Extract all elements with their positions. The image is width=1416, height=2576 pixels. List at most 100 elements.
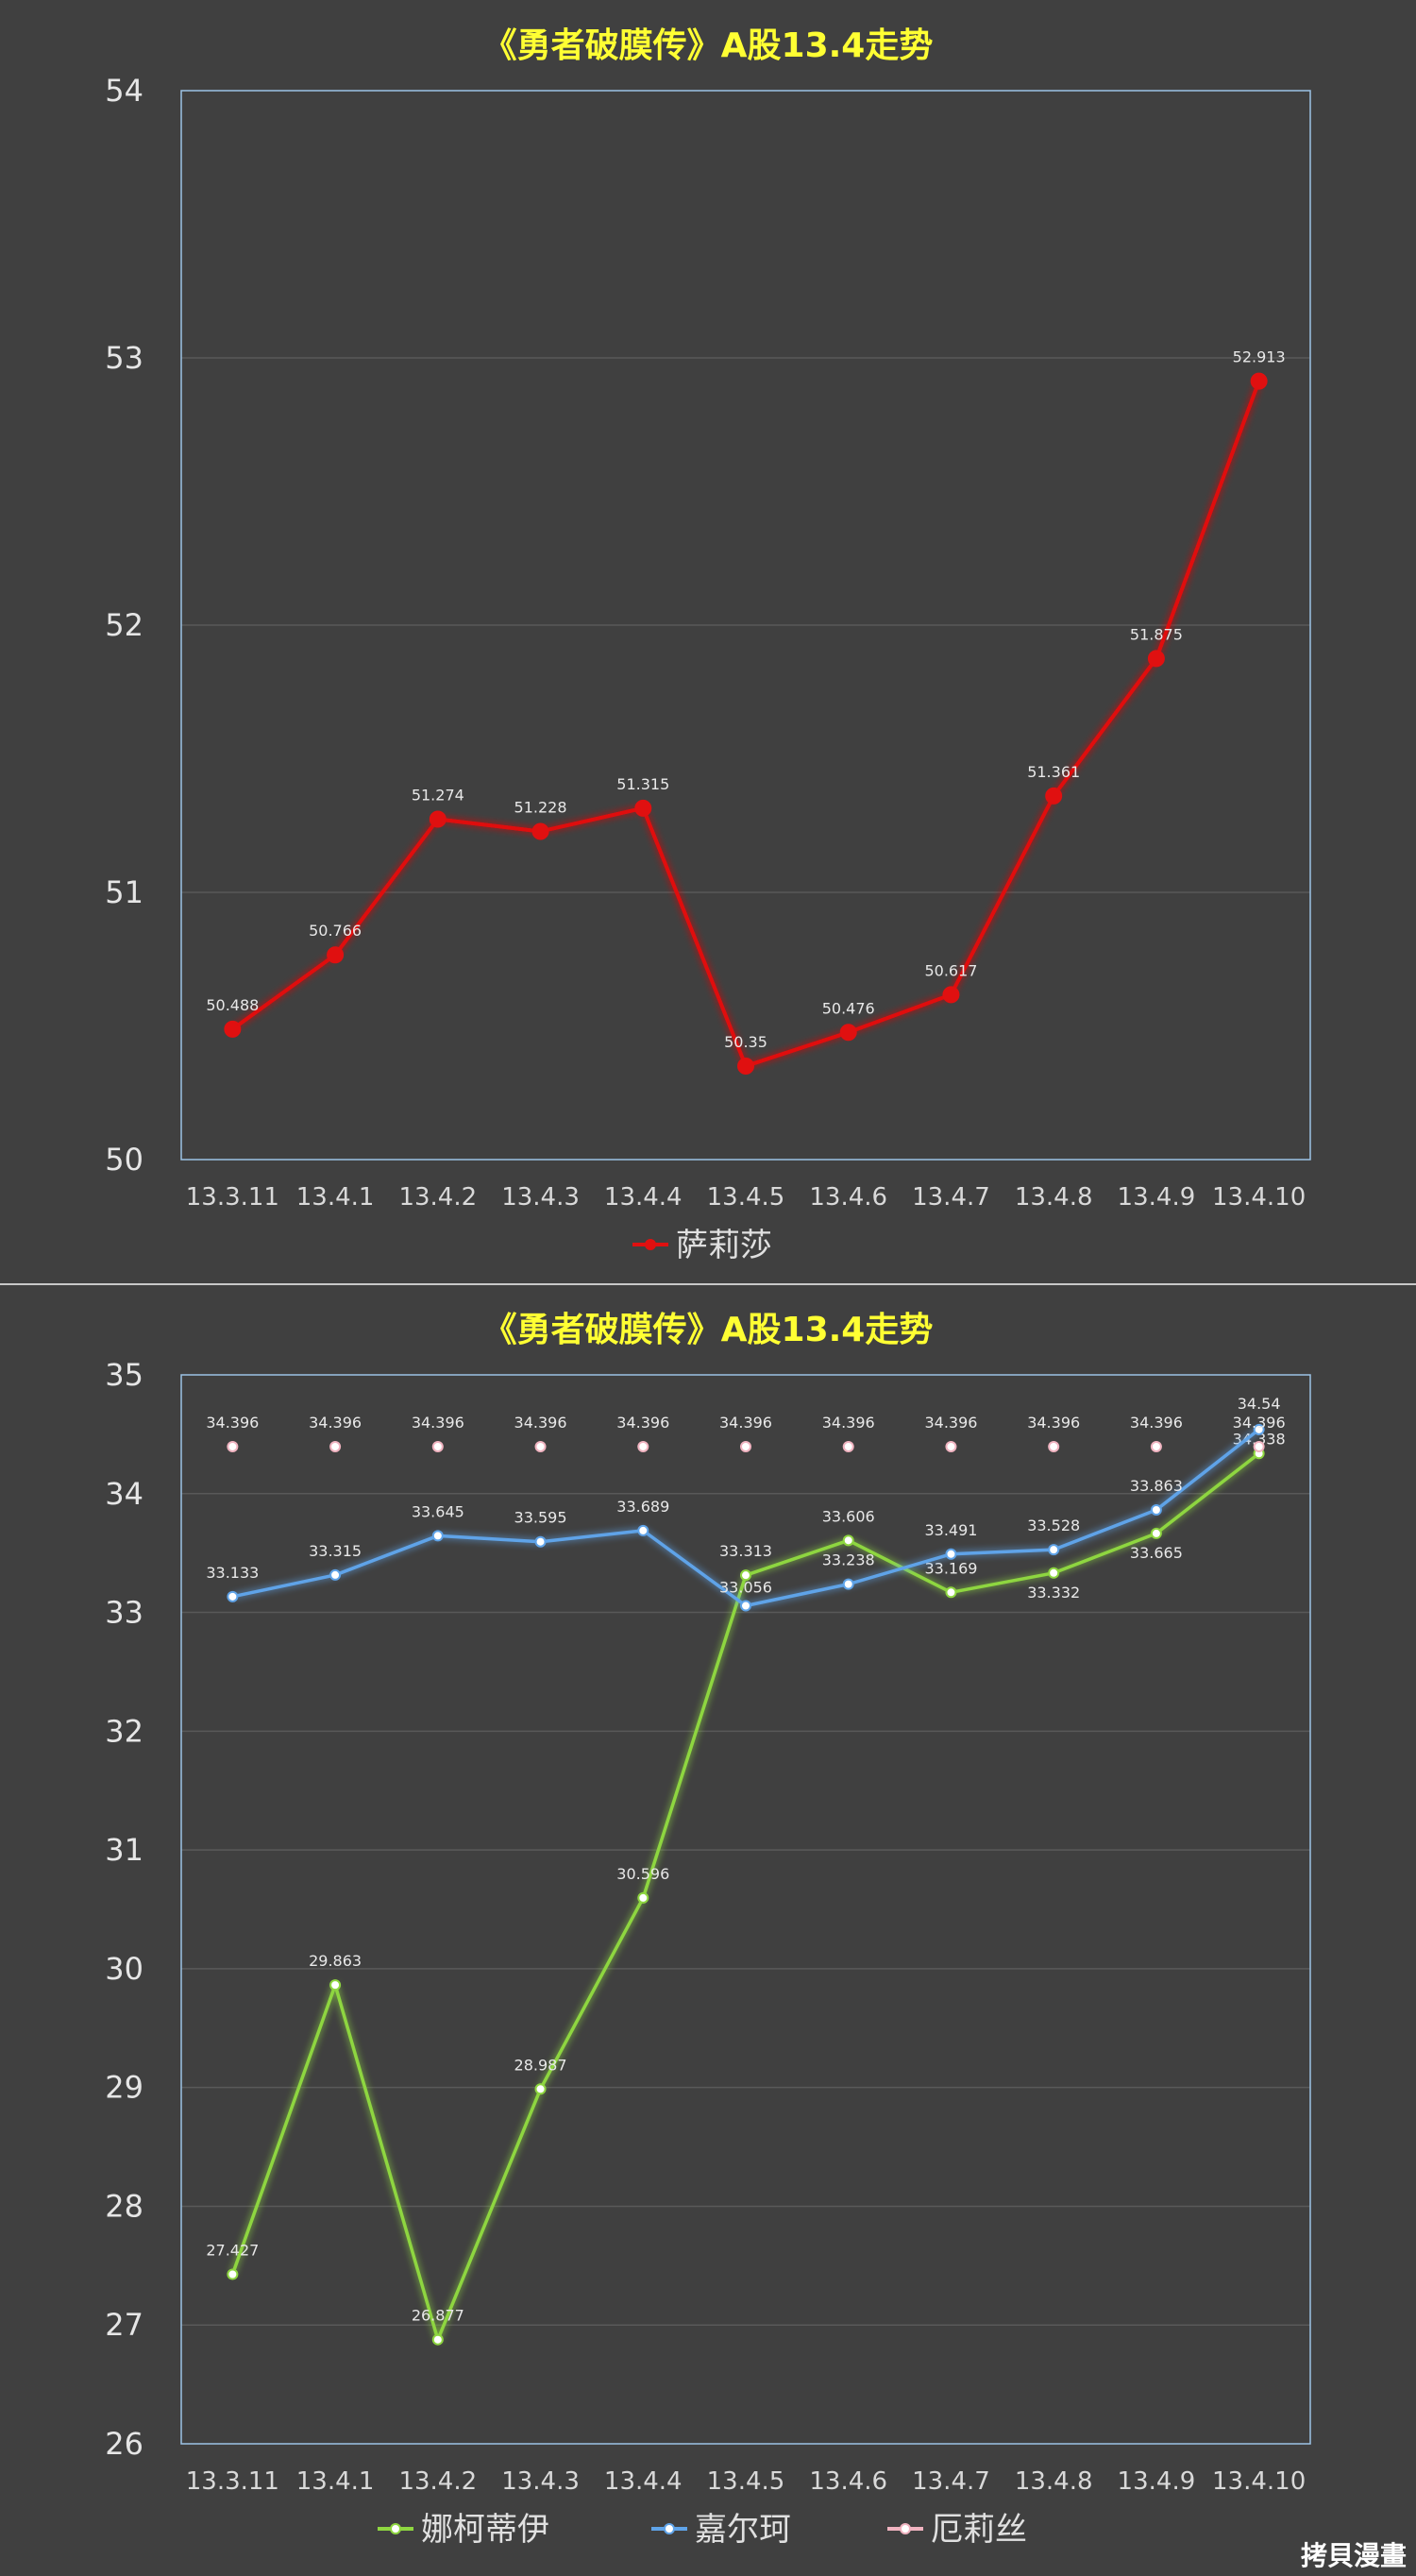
data-point: [534, 1535, 547, 1548]
legend-item: 萨莉莎: [632, 1227, 772, 1264]
data-point: [839, 1024, 857, 1042]
data-point: [740, 1569, 751, 1582]
data-label: 33.491: [924, 1521, 977, 1539]
data-label: 33.528: [1027, 1517, 1080, 1534]
data-label: 34.396: [1027, 1414, 1080, 1432]
x-tick-label: 13.4.10: [1212, 1183, 1306, 1212]
x-tick-label: 13.4.9: [1118, 1183, 1196, 1212]
legend-label: 娜柯蒂伊: [421, 2511, 549, 2549]
data-point: [945, 1440, 957, 1452]
legend-item: 嘉尔珂: [651, 2511, 791, 2549]
y-tick-label: 50: [105, 1142, 143, 1178]
watermark: 拷貝漫畫: [1301, 2540, 1407, 2571]
data-point: [842, 1578, 854, 1590]
data-point: [1150, 1527, 1162, 1539]
data-label: 34.396: [719, 1414, 772, 1432]
chart-title: 《勇者破膜传》A股13.4走势: [483, 1311, 934, 1349]
data-label: 50.35: [724, 1033, 767, 1051]
series-1: 50.488 50.766 51.274 51.228 51.315 50.35 50.47…: [206, 348, 1286, 1075]
data-label: 34.338: [1233, 1430, 1286, 1448]
chart-title: 《勇者破膜传》A股13.4走势: [483, 26, 934, 65]
data-point: [227, 1440, 239, 1452]
data-point: [327, 946, 345, 964]
data-point: [842, 1440, 854, 1452]
data-point: [431, 1440, 444, 1452]
y-tick-label: 31: [105, 1832, 143, 1868]
data-label: 27.427: [206, 2242, 259, 2260]
data-label: 33.863: [1130, 1477, 1183, 1495]
data-label: 51.274: [412, 786, 464, 804]
data-label: 33.595: [514, 1509, 567, 1527]
x-tick-label: 13.4.2: [398, 2467, 477, 2496]
data-point: [945, 1548, 957, 1560]
data-point: [737, 1057, 754, 1075]
data-point: [945, 1586, 957, 1599]
x-tick-label: 13.4.2: [398, 1183, 477, 1212]
data-label: 34.396: [412, 1414, 464, 1432]
data-label: 33.056: [719, 1579, 772, 1597]
data-label: 34.396: [206, 1414, 259, 1432]
data-label: 34.396: [514, 1414, 567, 1432]
x-tick-label: 13.4.4: [604, 2467, 683, 2496]
data-label: 33.332: [1027, 1584, 1080, 1602]
data-label: 33.238: [822, 1551, 875, 1569]
data-label: 33.665: [1130, 1544, 1183, 1562]
x-tick-label: 13.3.11: [186, 2467, 279, 2496]
data-label: 26.877: [412, 2307, 464, 2325]
y-tick-label: 27: [105, 2307, 143, 2343]
legend-swatch-marker: [664, 2523, 675, 2534]
x-tick-label: 13.4.7: [912, 1183, 990, 1212]
data-label: 33.606: [822, 1507, 875, 1525]
x-tick-label: 13.3.11: [186, 1183, 279, 1212]
x-tick-label: 13.4.9: [1118, 2467, 1196, 2496]
data-point: [637, 1891, 649, 1904]
data-point: [431, 1530, 444, 1542]
y-tick-label: 30: [105, 1951, 143, 1987]
data-label: 33.645: [412, 1502, 464, 1520]
x-tick-label: 13.4.3: [501, 1183, 580, 1212]
data-point: [1048, 1440, 1060, 1452]
chart-panel-top: 《勇者破膜传》A股13.4走势 50 51 52 53 54 13.3.11 13.4.1 13…: [105, 26, 1311, 1264]
data-label: 50.617: [924, 961, 977, 979]
legend-swatch-marker: [645, 1239, 656, 1250]
data-label: 50.488: [206, 996, 259, 1014]
y-tick-label: 26: [105, 2426, 143, 2462]
y-tick-label: 53: [105, 340, 143, 376]
data-point: [740, 1440, 751, 1452]
data-label: 30.596: [616, 1865, 669, 1883]
x-tick-label: 13.4.8: [1015, 1183, 1093, 1212]
plot-area: [180, 1374, 1311, 2445]
y-tick-label: 52: [105, 607, 143, 643]
legend-label: 嘉尔珂: [695, 2511, 791, 2549]
data-point: [1250, 372, 1268, 390]
x-tick-label: 13.4.10: [1212, 2467, 1306, 2496]
data-label: 52.913: [1233, 348, 1286, 366]
data-point: [637, 1440, 649, 1452]
data-label: 28.987: [514, 2056, 567, 2074]
data-label: 33.169: [924, 1559, 977, 1577]
legend-swatch-marker: [390, 2523, 401, 2534]
data-point: [227, 1590, 239, 1602]
data-label: 33.313: [719, 1542, 772, 1560]
data-label: 51.875: [1130, 625, 1183, 643]
data-point: [224, 1020, 242, 1038]
series-2: 33.133 33.315 33.645 33.595 33.689 33.056 33.2…: [206, 1395, 1281, 1612]
data-point: [329, 1979, 342, 1991]
legend-label: 厄莉丝: [931, 2511, 1027, 2549]
data-point: [942, 986, 960, 1004]
data-point: [634, 799, 652, 817]
data-point: [1045, 787, 1063, 805]
x-tick-label: 13.4.5: [707, 1183, 785, 1212]
data-label: 33.689: [616, 1498, 669, 1516]
series-3: 34.396 34.396 34.396 34.396 34.396 34.396 34.3…: [206, 1414, 1286, 1452]
data-point: [1048, 1544, 1060, 1556]
chart-panel-bottom: 《勇者破膜传》A股13.4走势 26 27 28 29 30 31 32 33 34 35 13.3.…: [105, 1311, 1311, 2549]
data-point: [227, 2268, 239, 2280]
x-tick-label: 13.4.1: [296, 2467, 375, 2496]
data-point: [431, 2333, 444, 2346]
data-point: [637, 1524, 649, 1536]
data-label: 34.396: [924, 1414, 977, 1432]
y-tick-label: 28: [105, 2188, 143, 2224]
data-label: 34.396: [309, 1414, 362, 1432]
